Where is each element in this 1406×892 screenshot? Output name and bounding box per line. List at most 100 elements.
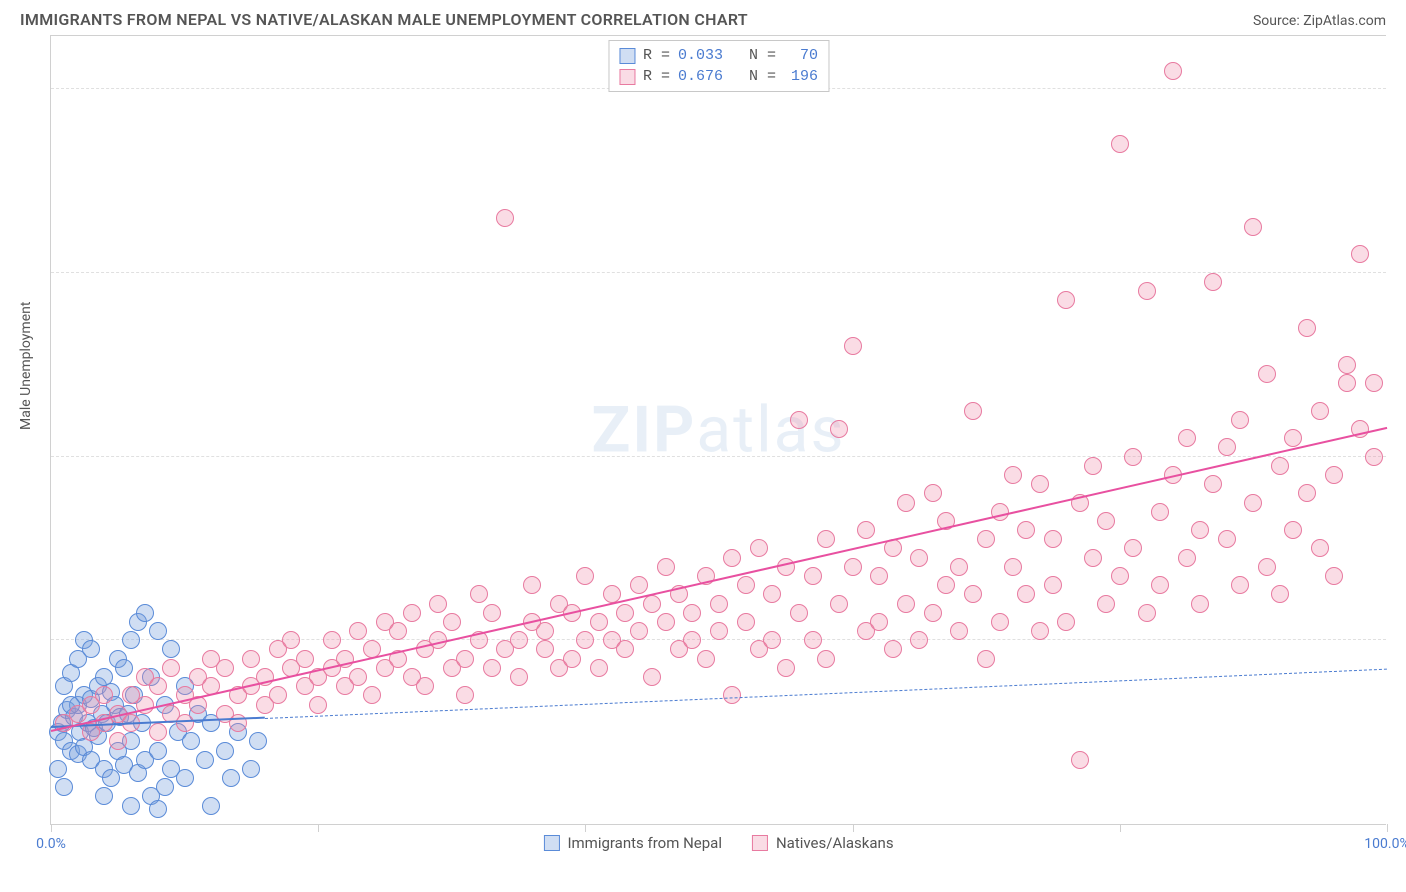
legend-swatch xyxy=(543,835,559,851)
data-point xyxy=(1097,595,1115,613)
x-tick xyxy=(51,824,52,832)
data-point xyxy=(1284,521,1302,539)
data-point xyxy=(149,677,167,695)
x-tick xyxy=(585,824,586,832)
data-point xyxy=(269,686,287,704)
legend-row: R =0.676N =196 xyxy=(619,66,818,87)
data-point xyxy=(456,650,474,668)
n-label: N = xyxy=(749,45,776,66)
data-point xyxy=(991,613,1009,631)
x-tick xyxy=(853,824,854,832)
r-label: R = xyxy=(643,45,670,66)
data-point xyxy=(1071,751,1089,769)
data-point xyxy=(1004,466,1022,484)
data-point xyxy=(149,742,167,760)
data-point xyxy=(1111,567,1129,585)
data-point xyxy=(683,631,701,649)
data-point xyxy=(115,659,133,677)
data-point xyxy=(349,668,367,686)
data-point xyxy=(1311,402,1329,420)
data-point xyxy=(844,558,862,576)
data-point xyxy=(242,650,260,668)
data-point xyxy=(429,595,447,613)
data-point xyxy=(870,613,888,631)
data-point xyxy=(1325,567,1343,585)
data-point xyxy=(817,650,835,668)
data-point xyxy=(1298,319,1316,337)
data-point xyxy=(109,732,127,750)
data-point xyxy=(389,622,407,640)
data-point xyxy=(1204,273,1222,291)
data-point xyxy=(763,631,781,649)
data-point xyxy=(1044,530,1062,548)
data-point xyxy=(977,650,995,668)
data-point xyxy=(1178,549,1196,567)
data-point xyxy=(950,558,968,576)
data-point xyxy=(1178,429,1196,447)
data-point xyxy=(590,659,608,677)
data-point xyxy=(924,604,942,622)
data-point xyxy=(136,604,154,622)
x-tick xyxy=(318,824,319,832)
data-point xyxy=(1204,475,1222,493)
data-point xyxy=(1151,503,1169,521)
data-point xyxy=(162,640,180,658)
correlation-legend: R =0.033N =70R =0.676N =196 xyxy=(608,40,829,92)
data-point xyxy=(1365,448,1383,466)
data-point xyxy=(950,622,968,640)
data-point xyxy=(643,595,661,613)
data-point xyxy=(1138,604,1156,622)
data-point xyxy=(1084,549,1102,567)
data-point xyxy=(964,585,982,603)
data-point xyxy=(443,613,461,631)
data-point xyxy=(910,549,928,567)
data-point xyxy=(216,659,234,677)
data-point xyxy=(1044,576,1062,594)
data-point xyxy=(1338,374,1356,392)
data-point xyxy=(1057,613,1075,631)
data-point xyxy=(1084,457,1102,475)
data-point xyxy=(483,659,501,677)
data-point xyxy=(643,668,661,686)
data-point xyxy=(523,576,541,594)
data-point xyxy=(122,797,140,815)
data-point xyxy=(403,604,421,622)
r-value: 0.033 xyxy=(678,45,723,66)
data-point xyxy=(897,494,915,512)
data-point xyxy=(242,760,260,778)
data-point xyxy=(1031,475,1049,493)
data-point xyxy=(830,595,848,613)
data-point xyxy=(870,567,888,585)
data-point xyxy=(1138,282,1156,300)
data-point xyxy=(1231,576,1249,594)
data-point xyxy=(1111,135,1129,153)
data-point xyxy=(657,558,675,576)
data-point xyxy=(510,631,528,649)
data-point xyxy=(857,521,875,539)
data-point xyxy=(122,631,140,649)
data-point xyxy=(95,686,113,704)
data-point xyxy=(576,567,594,585)
data-point xyxy=(182,732,200,750)
gridline xyxy=(51,272,1386,273)
data-point xyxy=(149,800,167,818)
data-point xyxy=(1244,218,1262,236)
scatter-plot: ZIPatlas 10.0%20.0%30.0%40.0%0.0%100.0%R… xyxy=(50,35,1386,825)
data-point xyxy=(737,576,755,594)
data-point xyxy=(196,751,214,769)
trend-line xyxy=(265,669,1387,719)
data-point xyxy=(176,769,194,787)
data-point xyxy=(777,558,795,576)
data-point xyxy=(723,686,741,704)
data-point xyxy=(1017,521,1035,539)
y-axis-label: Male Unemployment xyxy=(18,302,34,430)
legend-item: Immigrants from Nepal xyxy=(543,834,722,852)
data-point xyxy=(884,640,902,658)
data-point xyxy=(309,696,327,714)
data-point xyxy=(483,604,501,622)
data-point xyxy=(804,631,822,649)
data-point xyxy=(149,723,167,741)
data-point xyxy=(844,337,862,355)
data-point xyxy=(496,209,514,227)
r-value: 0.676 xyxy=(678,66,723,87)
